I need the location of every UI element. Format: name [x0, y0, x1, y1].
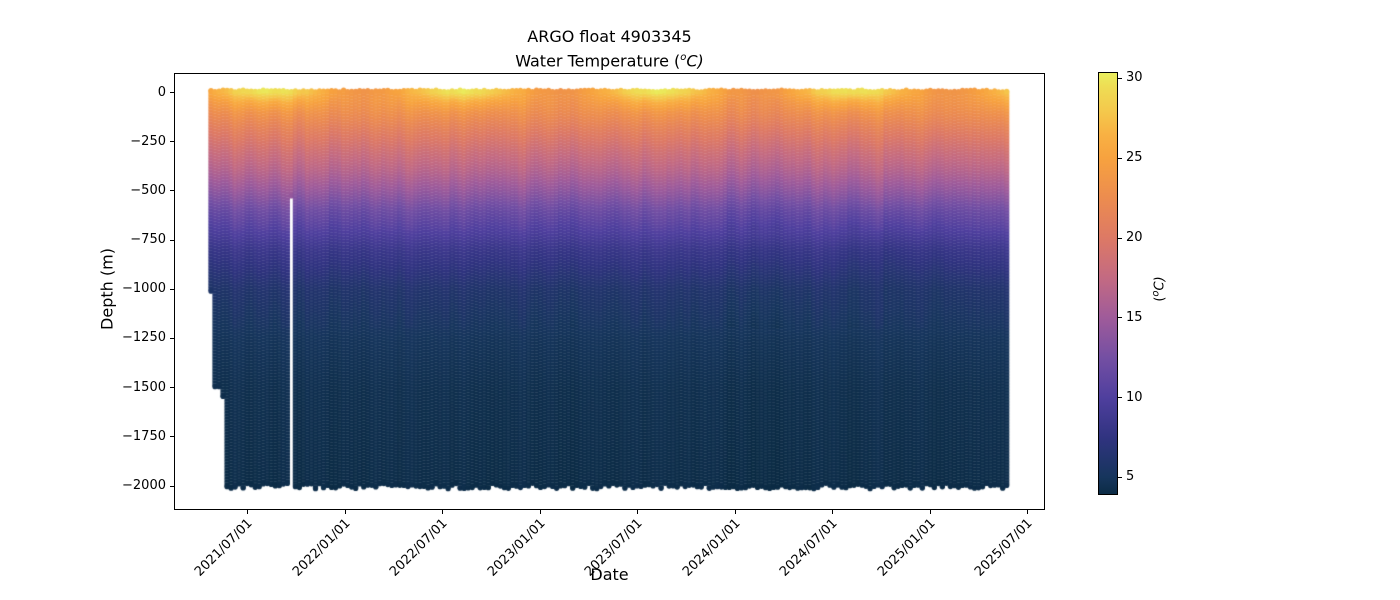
heatmap-canvas	[174, 73, 1045, 510]
x-tick	[636, 510, 638, 514]
colorbar-border	[1098, 72, 1118, 495]
title-units-superscript: o	[680, 52, 687, 63]
y-tick	[170, 436, 174, 438]
colorbar-tick	[1118, 397, 1122, 399]
y-tick	[170, 387, 174, 389]
x-tick	[930, 510, 932, 514]
colorbar-label-suffix: C)	[1152, 276, 1168, 291]
x-tick	[345, 510, 347, 514]
colorbar-tick-label: 15	[1126, 309, 1143, 325]
colorbar-tick-label: 20	[1126, 230, 1143, 245]
y-tick-label: −1250	[122, 330, 166, 346]
colorbar-tick	[1118, 476, 1122, 478]
y-tick	[170, 337, 174, 339]
x-axis-label: Date	[590, 565, 629, 584]
x-tick	[442, 510, 444, 514]
chart-title: ARGO float 4903345 Water Temperature (oC…	[174, 26, 1045, 71]
colorbar-label-superscript: o	[1150, 290, 1162, 297]
x-tick	[735, 510, 737, 514]
colorbar-label-prefix: (	[1152, 296, 1168, 302]
y-tick-label: −1000	[122, 281, 166, 297]
y-tick-label: −1500	[122, 379, 166, 395]
y-tick	[170, 239, 174, 241]
colorbar-tick	[1118, 237, 1122, 239]
x-tick	[1026, 510, 1028, 514]
colorbar-gradient	[1098, 72, 1118, 495]
colorbar-label: (oC)	[1150, 276, 1167, 301]
y-tick	[170, 485, 174, 487]
chart-title-line2: Water Temperature (oC)	[174, 47, 1045, 71]
y-tick-label: −1750	[122, 428, 166, 444]
y-tick-label: −2000	[122, 478, 166, 493]
x-tick	[832, 510, 834, 514]
colorbar-tick	[1118, 317, 1122, 319]
y-tick	[170, 190, 174, 192]
y-tick-label: 0	[157, 84, 166, 100]
colorbar-tick	[1118, 157, 1122, 159]
colorbar-tick-label: 25	[1126, 150, 1143, 166]
x-tick	[247, 510, 249, 514]
y-tick	[170, 141, 174, 143]
colorbar-tick	[1118, 77, 1122, 79]
chart-title-line1: ARGO float 4903345	[527, 27, 692, 46]
colorbar-tick-label: 5	[1126, 469, 1135, 485]
x-tick-label: 2021/07/01	[192, 516, 256, 580]
x-tick	[540, 510, 542, 514]
y-tick	[170, 92, 174, 93]
title-units-prefix: Water Temperature (	[515, 51, 681, 71]
y-tick-label: −250	[130, 133, 166, 149]
colorbar-tick-label: 30	[1126, 70, 1143, 86]
title-units-suffix: C)	[686, 51, 704, 71]
y-tick-label: −750	[130, 232, 166, 248]
y-tick-label: −500	[130, 182, 166, 198]
colorbar-tick-label: 10	[1126, 389, 1143, 405]
y-tick	[170, 288, 174, 290]
